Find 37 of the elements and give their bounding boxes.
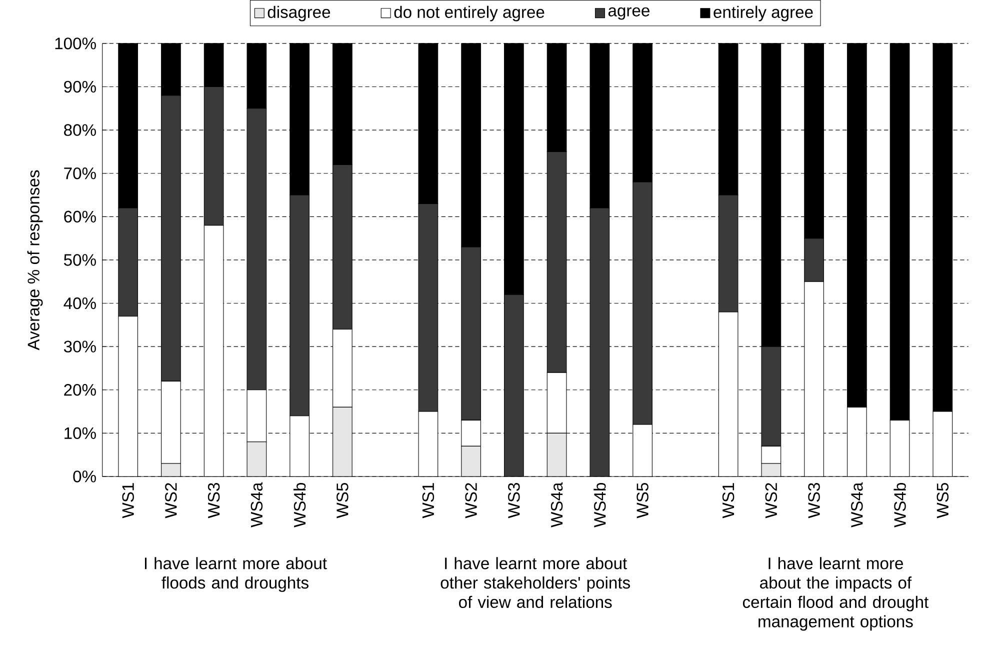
x-tick-label: WS4b [293, 483, 306, 528]
x-tick-label: WS4a [851, 482, 863, 528]
text: I have learnt more about the impacts of certain flood and drought management options [742, 557, 929, 631]
x-tick-label: WS5 [336, 483, 348, 518]
x-tick-label: WS1 [422, 483, 434, 518]
x-tick-label: WS2 [465, 483, 477, 518]
x-tick-label: WS3 [808, 483, 820, 518]
x-tick-label: WS2 [765, 483, 778, 518]
y-tick-label: 30% [64, 340, 96, 353]
text: I have learnt more about floods and droughts [144, 557, 327, 592]
y-axis-title: Average % of responses [27, 170, 43, 350]
y-tick-label: 90% [64, 81, 96, 93]
y-tick-label: 80% [64, 124, 96, 136]
y-tick-label: 50% [64, 254, 96, 266]
x-tick-label: WS3 [508, 483, 520, 518]
y-tick-label: 10% [64, 428, 96, 440]
legend-label: do not entirely agree [394, 6, 544, 22]
x-tick-label: WS5 [636, 483, 648, 518]
legend-label: agree [608, 8, 650, 20]
x-tick-label: WS1 [722, 483, 734, 518]
x-tick-label: WS4b [894, 483, 906, 528]
x-tick-label: WS4a [550, 482, 563, 528]
y-tick-label: 20% [64, 384, 96, 396]
text: I have learnt more about other stakeholders' points of view and relations [440, 557, 630, 608]
x-tick-label: WS4a [250, 482, 263, 528]
y-tick-label: 70% [64, 168, 96, 180]
x-tick-label: WS3 [208, 483, 220, 518]
x-tick-label: WS4b [594, 483, 606, 528]
y-tick-label: 40% [64, 298, 96, 310]
x-tick-label: WS1 [122, 483, 134, 518]
x-tick-label: WS5 [936, 483, 949, 518]
legend-label: entirely agree [714, 6, 813, 22]
y-tick-label: 0% [73, 470, 96, 483]
y-tick-label: 100% [55, 38, 96, 50]
y-tick-label: 60% [64, 211, 96, 223]
legend-label: disagree [268, 6, 330, 22]
x-tick-label: WS2 [165, 483, 177, 518]
